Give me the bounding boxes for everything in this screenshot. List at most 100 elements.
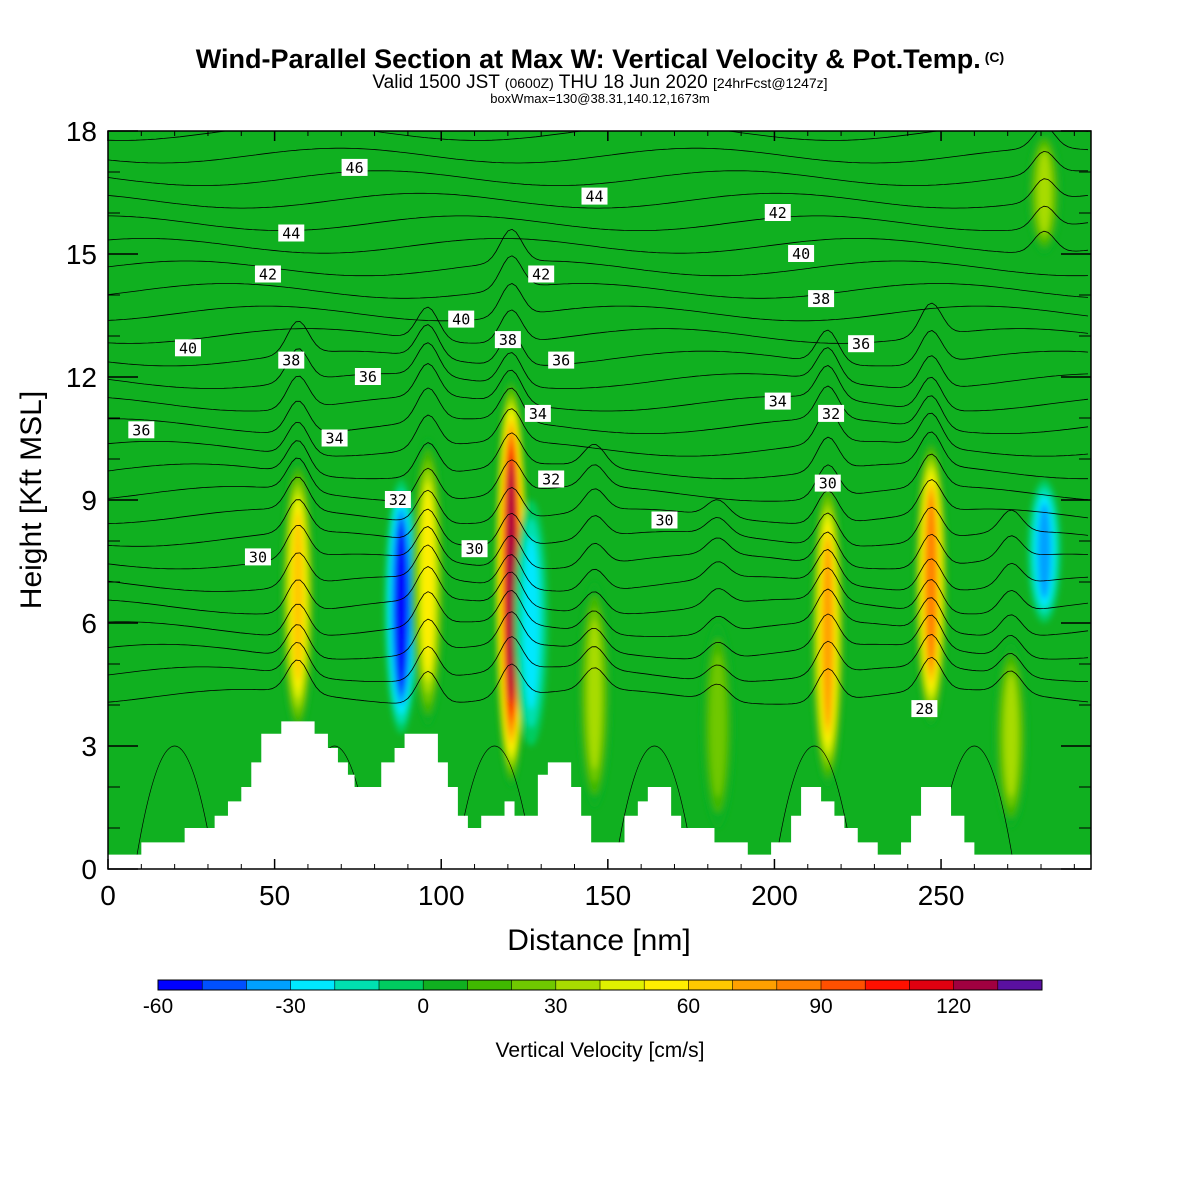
- chart-subtitle: Valid 1500 JST (0600Z) THU 18 Jun 2020 […: [0, 72, 1200, 94]
- isentrope-line: [108, 255, 1089, 299]
- isentrope-label: 36: [548, 351, 575, 370]
- velocity-contour: [926, 495, 936, 669]
- box-info: boxWmax=130@38.31,140.12,1673m: [490, 91, 710, 106]
- isentrope-label: 44: [581, 187, 608, 206]
- isentrope-label-text: 38: [282, 352, 300, 370]
- isentrope-label-text: 40: [452, 311, 470, 329]
- isentrope-label-text: 34: [529, 405, 547, 423]
- velocity-contour: [523, 536, 539, 710]
- isentrope-label: 30: [651, 511, 678, 530]
- isentrope-line: [108, 230, 1089, 254]
- isentrope-line: [108, 408, 1089, 457]
- colorbar-swatch: [732, 980, 778, 990]
- isentrope-label-text: 42: [769, 204, 787, 222]
- isentrope-label: 32: [818, 404, 845, 423]
- colorbar-swatch: [202, 980, 247, 990]
- isentrope-line: [454, 745, 535, 869]
- isentrope-label: 30: [461, 540, 488, 558]
- isentrope-line: [108, 342, 1089, 389]
- colorbar-swatch: [290, 980, 336, 990]
- isentrope-label: 30: [244, 548, 271, 566]
- isentrope-label-text: 28: [915, 700, 933, 718]
- isentrope-line: [108, 453, 1089, 502]
- isentrope-line: [108, 566, 1089, 615]
- colorbar-tick-label: -30: [275, 995, 305, 1018]
- velocity-contour: [588, 620, 602, 770]
- isentrope-label: 36: [354, 368, 381, 386]
- isentrope-label: 46: [341, 158, 368, 177]
- isentrope-label-text: 44: [282, 225, 300, 243]
- isentrope-line: [108, 499, 1089, 547]
- colorbar-swatch: [467, 980, 513, 990]
- updraft-cell: [700, 623, 735, 828]
- isentrope-label: 28: [911, 700, 938, 718]
- isentrope-line: [108, 524, 1089, 570]
- velocity-contour: [823, 540, 833, 727]
- isentrope-label: 36: [128, 421, 155, 439]
- x-tick-label: 100: [418, 880, 465, 911]
- isentrope-label-text: 34: [326, 430, 344, 448]
- isentrope-line: [108, 611, 1089, 660]
- colorbar-tick-label: 30: [544, 995, 567, 1018]
- updraft-cell: [384, 479, 419, 734]
- y-tick-label: 3: [81, 731, 97, 762]
- isentrope-label: 34: [321, 429, 348, 448]
- colorbar-swatch: [997, 980, 1043, 990]
- isentrope-label-text: 32: [822, 405, 840, 423]
- isentrope-label: 40: [174, 339, 201, 357]
- vertical-velocity-field: [108, 131, 1091, 869]
- isentrope-label: 40: [788, 245, 815, 263]
- isentrope-label-text: 42: [532, 266, 550, 284]
- isentrope-label-text: 46: [346, 159, 364, 177]
- colorbar-tick-label: 0: [417, 995, 429, 1018]
- velocity-contour: [507, 462, 516, 702]
- isentrope-label-text: 40: [792, 245, 810, 263]
- isentrope-labels: 46 44 44 42 42 42 40 40 40 38 38 38 36 36 36 36 34 34 34 32…: [128, 158, 938, 718]
- velocity-contour: [292, 511, 303, 681]
- colorbar-swatch: [688, 980, 734, 990]
- colorbar-swatch: [334, 980, 380, 990]
- velocity-contour: [395, 527, 407, 687]
- forecast-info: [24hrFcst@1247z]: [712, 75, 828, 91]
- colorbar-tick-label: 90: [809, 995, 832, 1018]
- y-tick-label: 0: [81, 854, 97, 885]
- isentrope-line: [108, 363, 1089, 412]
- colorbar: -60 -30 0 30 60 90 120: [143, 979, 1043, 1018]
- isentrope-label: 42: [764, 204, 791, 222]
- colorbar-swatch: [909, 980, 955, 990]
- isentrope-label: 38: [278, 351, 305, 370]
- isentrope-label-text: 34: [769, 393, 787, 411]
- velocity-contour: [422, 492, 434, 672]
- colorbar-tick-label: 120: [936, 995, 971, 1018]
- isentrope-line: [774, 745, 855, 869]
- y-tick-label: 9: [81, 485, 97, 516]
- isentrope-label: 38: [808, 290, 835, 308]
- velocity-contour: [1037, 151, 1051, 234]
- x-tick-label: 0: [100, 880, 116, 911]
- colorbar-swatch: [600, 980, 645, 990]
- colorbar-swatch: [379, 980, 424, 990]
- isentrope-line: [108, 656, 1089, 705]
- isentrope-label: 30: [814, 474, 841, 493]
- isentrope-label-text: 30: [655, 512, 673, 530]
- updraft-cell: [514, 500, 549, 746]
- isentrope-label-text: 30: [249, 548, 267, 566]
- updraft-cell: [410, 438, 445, 726]
- isentrope-label: 32: [384, 491, 411, 509]
- isentrope-label-text: 38: [812, 290, 830, 308]
- colorbar-swatch: [423, 980, 468, 990]
- updraft-cell: [577, 582, 612, 808]
- colorbar-label: Vertical Velocity [cm/s]: [496, 1039, 705, 1062]
- isentrope-label-text: 36: [552, 352, 570, 370]
- x-tick-label: 250: [918, 880, 965, 911]
- y-tick-label: 6: [81, 608, 97, 639]
- colorbar-tick-label: -60: [143, 995, 173, 1018]
- isentrope-label-text: 42: [259, 266, 277, 284]
- x-tick-label: 200: [751, 880, 798, 911]
- isentrope-line: [108, 588, 1089, 637]
- isentrope-label-text: 30: [466, 540, 484, 558]
- terrain-fill: [108, 721, 1091, 869]
- colorbar-tick-label: 60: [677, 995, 700, 1018]
